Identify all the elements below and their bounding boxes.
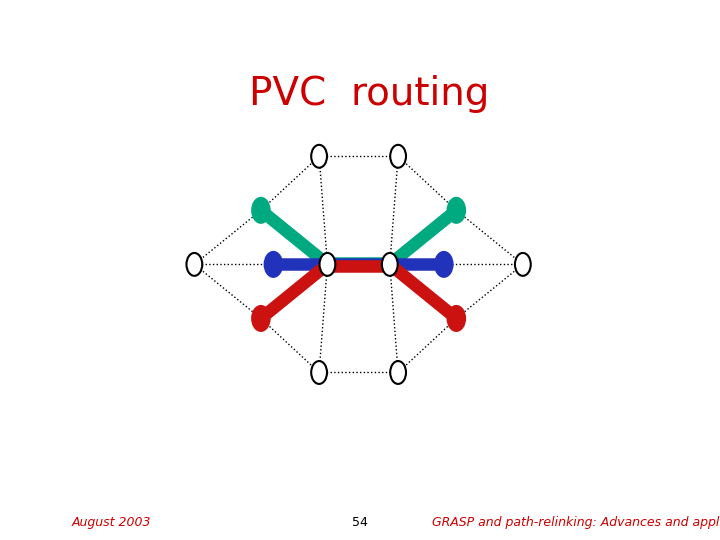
Text: GRASP and path-relinking: Advances and applications: GRASP and path-relinking: Advances and a… bbox=[432, 516, 720, 529]
Ellipse shape bbox=[311, 145, 327, 168]
Ellipse shape bbox=[382, 253, 397, 276]
Text: PVC  routing: PVC routing bbox=[249, 75, 489, 113]
Text: August 2003: August 2003 bbox=[72, 516, 151, 529]
Text: 54: 54 bbox=[352, 516, 368, 529]
Ellipse shape bbox=[435, 252, 453, 277]
Ellipse shape bbox=[252, 306, 269, 331]
Ellipse shape bbox=[186, 253, 202, 276]
Ellipse shape bbox=[320, 253, 336, 276]
Ellipse shape bbox=[252, 198, 269, 223]
Ellipse shape bbox=[311, 361, 327, 384]
Ellipse shape bbox=[265, 252, 282, 277]
Ellipse shape bbox=[515, 253, 531, 276]
Ellipse shape bbox=[390, 361, 406, 384]
Ellipse shape bbox=[390, 145, 406, 168]
Ellipse shape bbox=[448, 198, 465, 223]
Ellipse shape bbox=[448, 306, 465, 331]
